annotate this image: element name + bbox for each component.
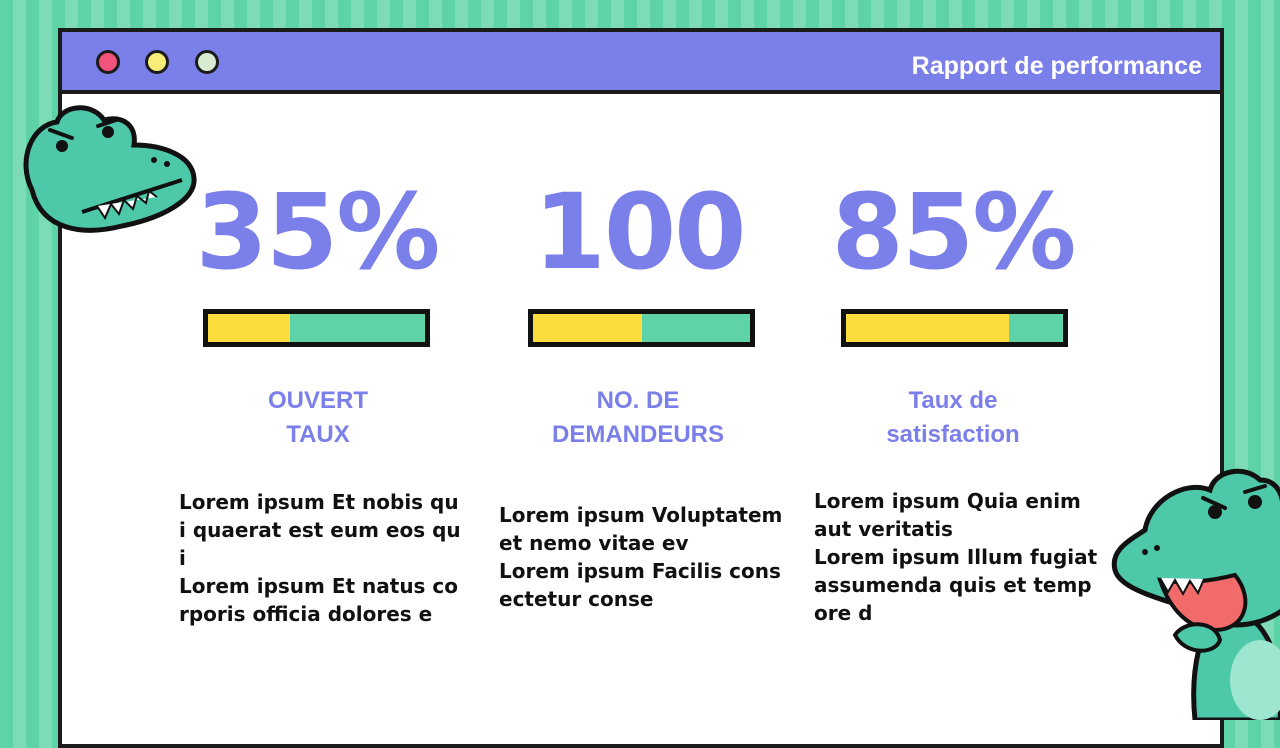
browser-window: Rapport de performance	[58, 28, 1224, 748]
stat-label: Taux de satisfaction	[823, 384, 1083, 452]
description-line: Lorem ipsum Et nobis qui quaerat est eum…	[179, 490, 461, 570]
stat-description: Lorem ipsum Quia enim aut veritatis Lore…	[814, 487, 1099, 627]
stat-value: 100	[533, 171, 746, 293]
stat-label-line: NO. DE	[596, 387, 680, 414]
stat-label-line: satisfaction	[886, 421, 1020, 448]
stat-label-line: OUVERT	[267, 387, 368, 414]
description-line: Lorem ipsum Facilis consectetur conse	[499, 559, 781, 611]
description-line: Lorem ipsum Voluptatem et nemo vitae ev	[499, 503, 783, 555]
stat-label: NO. DE DEMANDEURS	[508, 384, 768, 452]
stat-label: OUVERT TAUX	[188, 384, 448, 452]
progress-bar-fill	[208, 314, 291, 342]
stat-label-line: TAUX	[286, 421, 350, 448]
description-line: Lorem ipsum Quia enim aut veritatis	[814, 489, 1081, 541]
minimize-window-button[interactable]	[145, 50, 169, 74]
window-titlebar: Rapport de performance	[62, 32, 1220, 94]
description-line: Lorem ipsum Illum fugiat assumenda quis …	[814, 545, 1098, 625]
close-window-button[interactable]	[96, 50, 120, 74]
progress-bar	[203, 309, 430, 347]
stat-description: Lorem ipsum Et nobis qui quaerat est eum…	[179, 488, 464, 628]
stat-value: 85%	[831, 171, 1077, 293]
stat-label-line: Taux de	[908, 387, 998, 414]
progress-bar-fill	[533, 314, 642, 342]
stat-label-line: DEMANDEURS	[551, 421, 724, 448]
description-line: Lorem ipsum Et natus corporis officia do…	[179, 574, 459, 626]
crocodile-head-illustration	[23, 105, 197, 233]
stat-value: 35%	[195, 171, 441, 293]
progress-bar	[528, 309, 755, 347]
stat-description: Lorem ipsum Voluptatem et nemo vitae ev …	[499, 501, 784, 613]
crocodile-character-illustration	[1111, 468, 1280, 720]
window-title: Rapport de performance	[911, 52, 1202, 80]
progress-bar-fill	[846, 314, 1009, 342]
maximize-window-button[interactable]	[195, 50, 219, 74]
progress-bar	[841, 309, 1068, 347]
